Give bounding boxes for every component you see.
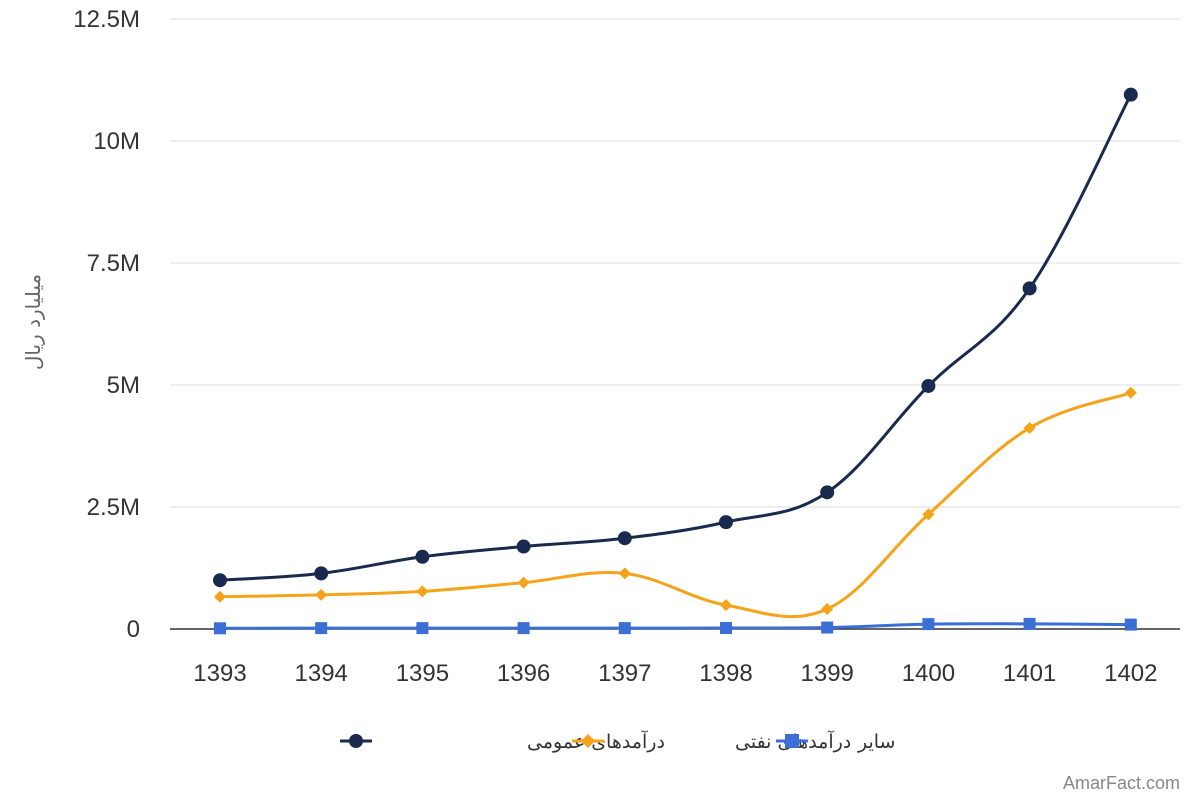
data-point <box>820 485 835 500</box>
x-tick-label: 1396 <box>497 660 550 687</box>
x-tick-label: 1402 <box>1104 660 1157 687</box>
watermark: AmarFact.com <box>1062 773 1180 793</box>
legend-marker <box>581 734 595 748</box>
data-point <box>416 622 429 635</box>
legend-label: سایر <box>857 731 895 753</box>
data-point <box>617 531 632 546</box>
y-tick-label: 2.5M <box>87 494 140 521</box>
series-line <box>219 622 1131 630</box>
data-point <box>922 618 935 631</box>
x-tick-label: 1399 <box>801 660 854 687</box>
data-point <box>1023 617 1036 630</box>
x-tick-label: 1395 <box>396 660 449 687</box>
grid-lines <box>170 18 1180 508</box>
data-point <box>618 622 631 635</box>
data-point <box>719 515 733 530</box>
y-tick-label: 12.5M <box>73 6 140 33</box>
y-tick-label: 0 <box>127 616 140 643</box>
data-point <box>214 622 226 635</box>
y-tick-label: 10M <box>93 128 140 155</box>
x-tick-label: 1398 <box>699 660 752 687</box>
data-point <box>720 622 732 635</box>
data-point <box>922 508 935 521</box>
data-point <box>1123 87 1138 102</box>
x-tick-label: 1394 <box>295 660 348 687</box>
x-tick-label: 1393 <box>193 660 246 687</box>
data-point <box>213 573 227 588</box>
data-point <box>315 622 328 635</box>
y-axis-ticks: 0 2.5M 5M 7.5M 10M 12.5M <box>73 6 140 643</box>
data-point <box>214 590 226 603</box>
y-tick-label: 7.5M <box>87 250 140 277</box>
data-point <box>1022 281 1037 296</box>
data-point <box>1023 421 1036 434</box>
data-point <box>415 549 430 564</box>
data-point <box>720 599 732 612</box>
data-point <box>315 588 328 601</box>
data-point <box>517 622 530 635</box>
data-point <box>921 378 936 393</box>
data-point <box>516 539 531 554</box>
series-line <box>219 93 1133 582</box>
y-axis-label: میلیارد ریال <box>21 274 45 370</box>
legend: درآمدهای عمومی درآمدهای نفتی سایر <box>340 729 895 753</box>
legend-marker <box>349 734 363 748</box>
data-point <box>1124 386 1137 399</box>
x-axis-ticks: 1393 1394 1395 1396 1397 1398 1399 1400 1401 1402 <box>193 660 1157 687</box>
data-point <box>821 621 834 634</box>
legend-marker <box>785 734 799 748</box>
series-group <box>213 87 1138 635</box>
data-point <box>1124 618 1137 631</box>
data-point <box>517 576 530 589</box>
x-tick-label: 1397 <box>598 660 651 687</box>
series-line <box>219 391 1132 619</box>
data-point <box>821 602 834 615</box>
data-point <box>416 585 429 598</box>
data-point <box>618 567 631 580</box>
data-point <box>314 566 329 581</box>
x-tick-label: 1401 <box>1003 660 1056 687</box>
x-tick-label: 1400 <box>902 660 955 687</box>
y-tick-label: 5M <box>107 372 140 399</box>
